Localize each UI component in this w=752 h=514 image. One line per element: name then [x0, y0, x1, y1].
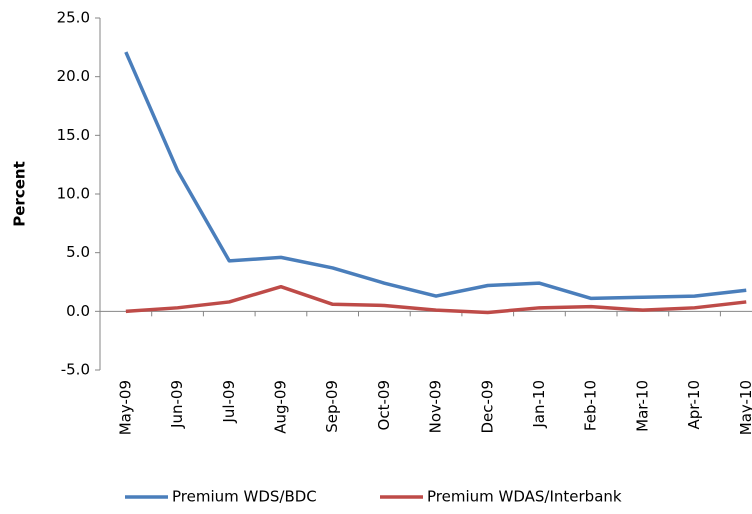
y-tick-label: 5.0: [66, 243, 90, 261]
y-tick-label: 0.0: [66, 302, 90, 320]
y-tick-label: 15.0: [57, 126, 90, 144]
y-tick-label: -5.0: [61, 361, 90, 379]
x-tick-label: May-09: [116, 380, 134, 435]
series-line: [125, 284, 747, 315]
x-tick-label: Dec-09: [478, 380, 496, 434]
x-tick-label: Jan-10: [530, 380, 548, 429]
x-tick-label: Apr-10: [685, 380, 703, 430]
x-tick-label: Feb-10: [582, 380, 600, 431]
y-axis-label: Percent: [11, 161, 29, 226]
x-tick-label: Aug-09: [271, 380, 289, 434]
x-tick-label: May-10: [737, 380, 752, 435]
y-tick-label: 25.0: [57, 9, 90, 27]
y-tick-label: 20.0: [57, 67, 90, 85]
x-tick-label: Oct-09: [375, 380, 393, 430]
x-tick-label: Sep-09: [323, 380, 341, 433]
y-tick-label: 10.0: [57, 185, 90, 203]
legend-label: Premium WDS/BDC: [172, 488, 317, 506]
x-tick-label: Jun-09: [168, 380, 186, 429]
legend-label: Premium WDAS/Interbank: [427, 488, 622, 506]
x-tick-label: Jul-09: [220, 380, 238, 424]
x-tick-label: Nov-09: [427, 380, 445, 433]
x-tick-label: Mar-10: [633, 380, 651, 432]
series-line: [124, 51, 747, 301]
